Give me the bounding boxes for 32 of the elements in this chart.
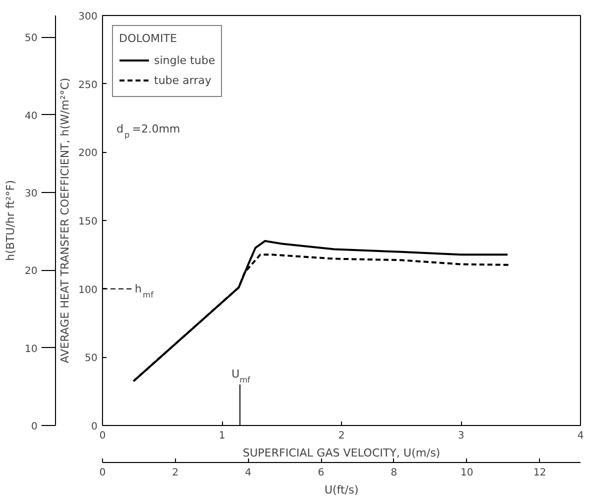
y-tick-label: 250 xyxy=(78,80,98,91)
legend-title: DOLOMITE xyxy=(119,32,178,45)
y-tick-label: 300 xyxy=(78,12,98,22)
legend-label: tube array xyxy=(154,74,212,86)
x2-axis-title: U(ft/s) xyxy=(324,484,359,496)
x2-tick-label: 0 xyxy=(99,468,106,478)
x2-tick-label: 6 xyxy=(318,468,324,478)
x2-tick-label: 4 xyxy=(245,468,252,478)
y2-tick-label: 30 xyxy=(24,188,38,200)
y-tick-label: 0 xyxy=(91,422,98,432)
y-axis-title: AVERAGE HEAT TRANSFER COEFFICIENT, h(W/m²°C) xyxy=(58,78,72,364)
x2-tick-label: 8 xyxy=(390,468,398,478)
y-tick-label: 50 xyxy=(84,353,98,364)
x-tick-label: 4 xyxy=(577,430,584,442)
y-tick-label: 200 xyxy=(78,148,98,160)
y2-tick-label: 20 xyxy=(24,266,38,278)
x-tick-label: 1 xyxy=(218,430,226,442)
y-tick-label: 150 xyxy=(78,216,98,228)
y2-axis-title: h(BTU/hr ft²°F) xyxy=(4,180,17,261)
y-tick-label: 100 xyxy=(78,284,98,296)
x2-tick-label: 12 xyxy=(533,468,546,478)
x-tick-label: 2 xyxy=(338,430,345,442)
legend-label: single tube xyxy=(154,54,216,66)
y2-tick-label: 0 xyxy=(31,422,38,432)
y2-tick-label: 40 xyxy=(24,110,38,122)
x2-tick-label: 10 xyxy=(460,468,474,478)
y2-tick-label: 10 xyxy=(24,344,38,355)
x-tick-label: 3 xyxy=(458,430,464,442)
y2-tick-label: 50 xyxy=(24,33,38,44)
x-axis-title: SUPERFICIAL GAS VELOCITY, U(m/s) xyxy=(242,446,440,460)
x-tick-label: 0 xyxy=(99,430,106,442)
x2-tick-label: 2 xyxy=(172,468,179,478)
